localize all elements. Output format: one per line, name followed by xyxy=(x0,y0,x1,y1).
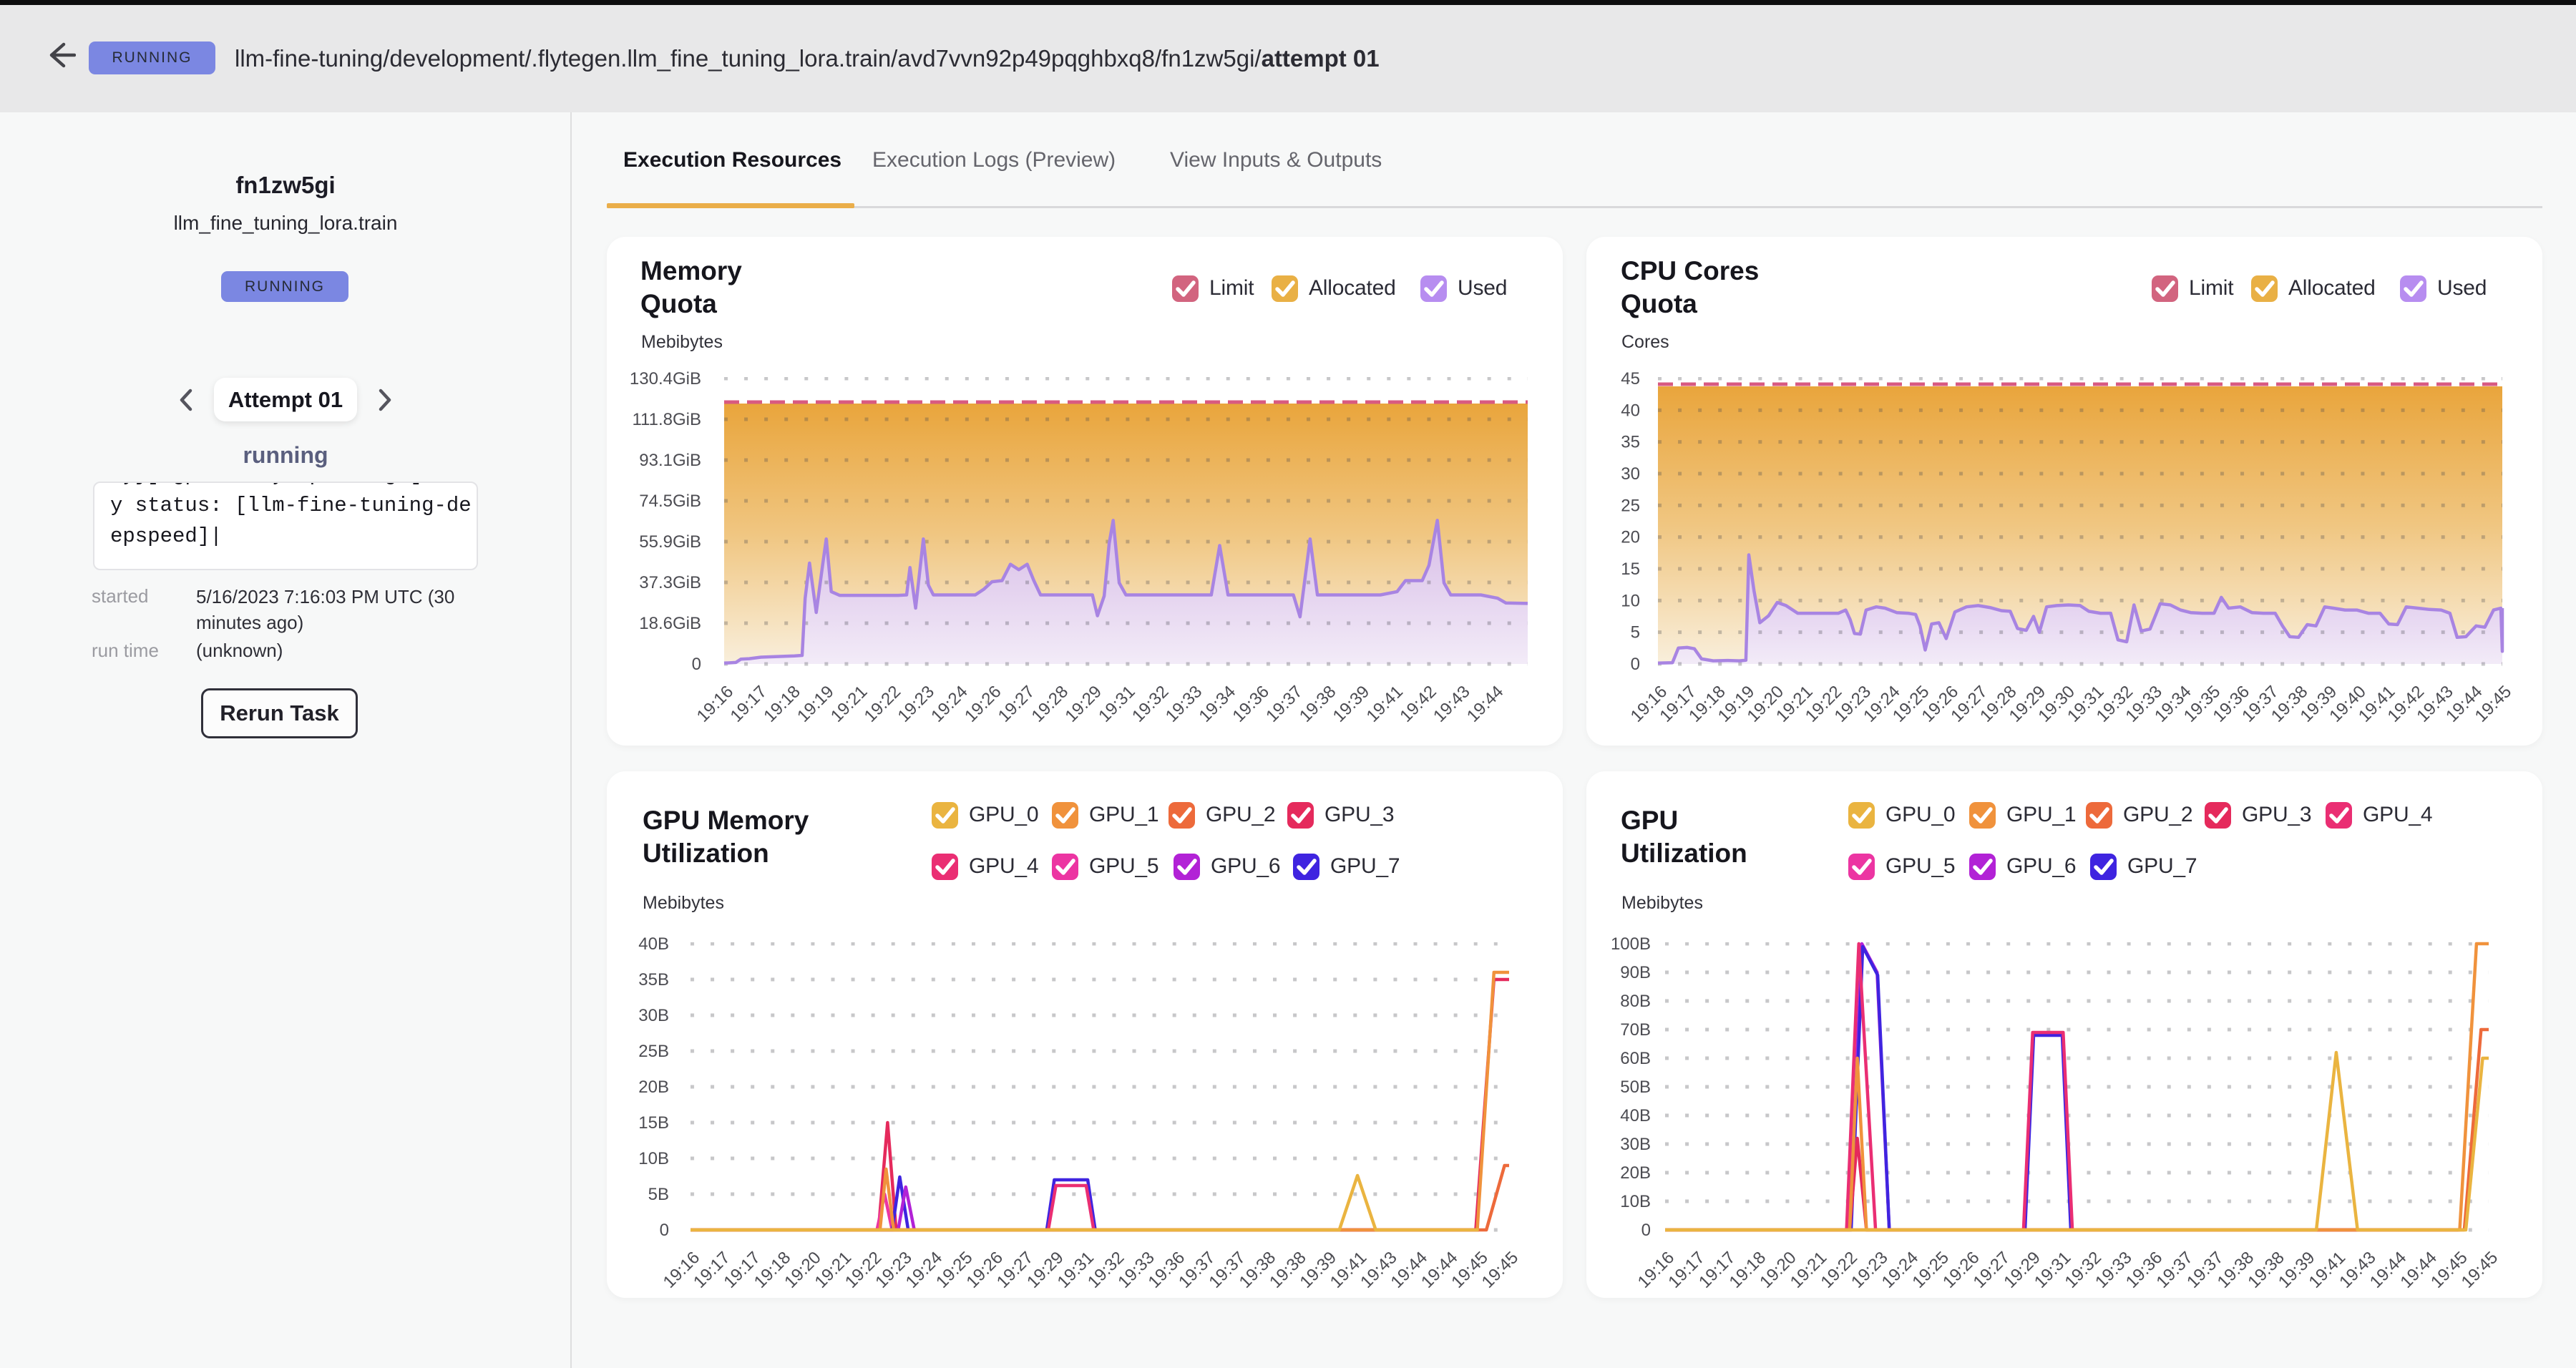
svg-text:19:39: 19:39 xyxy=(1330,682,1374,726)
svg-text:19:38: 19:38 xyxy=(1296,682,1340,726)
svg-text:15: 15 xyxy=(1621,560,1640,579)
svg-text:20: 20 xyxy=(1621,528,1640,547)
svg-text:5: 5 xyxy=(1631,623,1640,643)
svg-text:80B: 80B xyxy=(1620,992,1651,1011)
svg-text:70B: 70B xyxy=(1620,1020,1651,1040)
svg-text:19:45: 19:45 xyxy=(2458,1248,2502,1292)
svg-text:19:34: 19:34 xyxy=(1196,682,1240,726)
svg-text:37.3GiB: 37.3GiB xyxy=(639,573,701,592)
svg-text:19:21: 19:21 xyxy=(827,682,872,726)
svg-text:19:22: 19:22 xyxy=(861,682,905,726)
svg-text:19:43: 19:43 xyxy=(1430,682,1474,726)
svg-text:19:44: 19:44 xyxy=(1463,682,1508,726)
svg-text:20B: 20B xyxy=(638,1078,669,1097)
svg-text:18.6GiB: 18.6GiB xyxy=(639,614,701,633)
svg-text:15B: 15B xyxy=(638,1113,669,1133)
svg-text:90B: 90B xyxy=(1620,963,1651,982)
svg-text:19:26: 19:26 xyxy=(961,682,1005,726)
svg-text:10B: 10B xyxy=(638,1149,669,1168)
svg-text:35: 35 xyxy=(1621,433,1640,452)
svg-text:0: 0 xyxy=(660,1221,669,1240)
svg-text:19:16: 19:16 xyxy=(693,682,738,726)
svg-text:111.8GiB: 111.8GiB xyxy=(632,410,701,429)
svg-text:10: 10 xyxy=(1621,591,1640,610)
svg-text:19:41: 19:41 xyxy=(1362,682,1407,726)
svg-text:19:27: 19:27 xyxy=(995,682,1039,726)
svg-text:19:37: 19:37 xyxy=(1262,682,1307,726)
svg-text:35B: 35B xyxy=(638,970,669,990)
svg-text:25B: 25B xyxy=(638,1042,669,1061)
svg-text:19:36: 19:36 xyxy=(1229,682,1273,726)
svg-text:0: 0 xyxy=(692,655,701,674)
svg-text:30B: 30B xyxy=(1620,1135,1651,1154)
svg-text:45: 45 xyxy=(1621,369,1640,389)
svg-text:40B: 40B xyxy=(1620,1106,1651,1125)
svg-text:20B: 20B xyxy=(1620,1163,1651,1183)
svg-text:19:33: 19:33 xyxy=(1162,682,1206,726)
svg-text:0: 0 xyxy=(1631,655,1640,674)
svg-text:19:32: 19:32 xyxy=(1128,682,1173,726)
svg-text:19:19: 19:19 xyxy=(794,682,838,726)
svg-text:19:29: 19:29 xyxy=(1061,682,1106,726)
svg-text:100B: 100B xyxy=(1611,934,1651,954)
svg-text:19:28: 19:28 xyxy=(1028,682,1073,726)
svg-text:60B: 60B xyxy=(1620,1049,1651,1068)
svg-text:93.1GiB: 93.1GiB xyxy=(639,451,701,470)
svg-text:19:31: 19:31 xyxy=(1095,682,1139,726)
svg-text:25: 25 xyxy=(1621,496,1640,515)
svg-text:130.4GiB: 130.4GiB xyxy=(630,369,701,389)
svg-text:0: 0 xyxy=(1641,1221,1651,1240)
svg-text:19:17: 19:17 xyxy=(726,682,771,726)
svg-text:30: 30 xyxy=(1621,464,1640,484)
svg-text:30B: 30B xyxy=(638,1006,669,1025)
svg-text:19:24: 19:24 xyxy=(927,682,972,726)
svg-text:19:42: 19:42 xyxy=(1396,682,1440,726)
svg-text:40: 40 xyxy=(1621,401,1640,420)
svg-text:10B: 10B xyxy=(1620,1192,1651,1211)
svg-text:40B: 40B xyxy=(638,934,669,954)
svg-text:74.5GiB: 74.5GiB xyxy=(639,492,701,511)
svg-text:19:18: 19:18 xyxy=(760,682,804,726)
svg-text:50B: 50B xyxy=(1620,1078,1651,1097)
svg-text:5B: 5B xyxy=(648,1185,669,1204)
svg-text:19:23: 19:23 xyxy=(894,682,938,726)
svg-text:55.9GiB: 55.9GiB xyxy=(639,532,701,552)
